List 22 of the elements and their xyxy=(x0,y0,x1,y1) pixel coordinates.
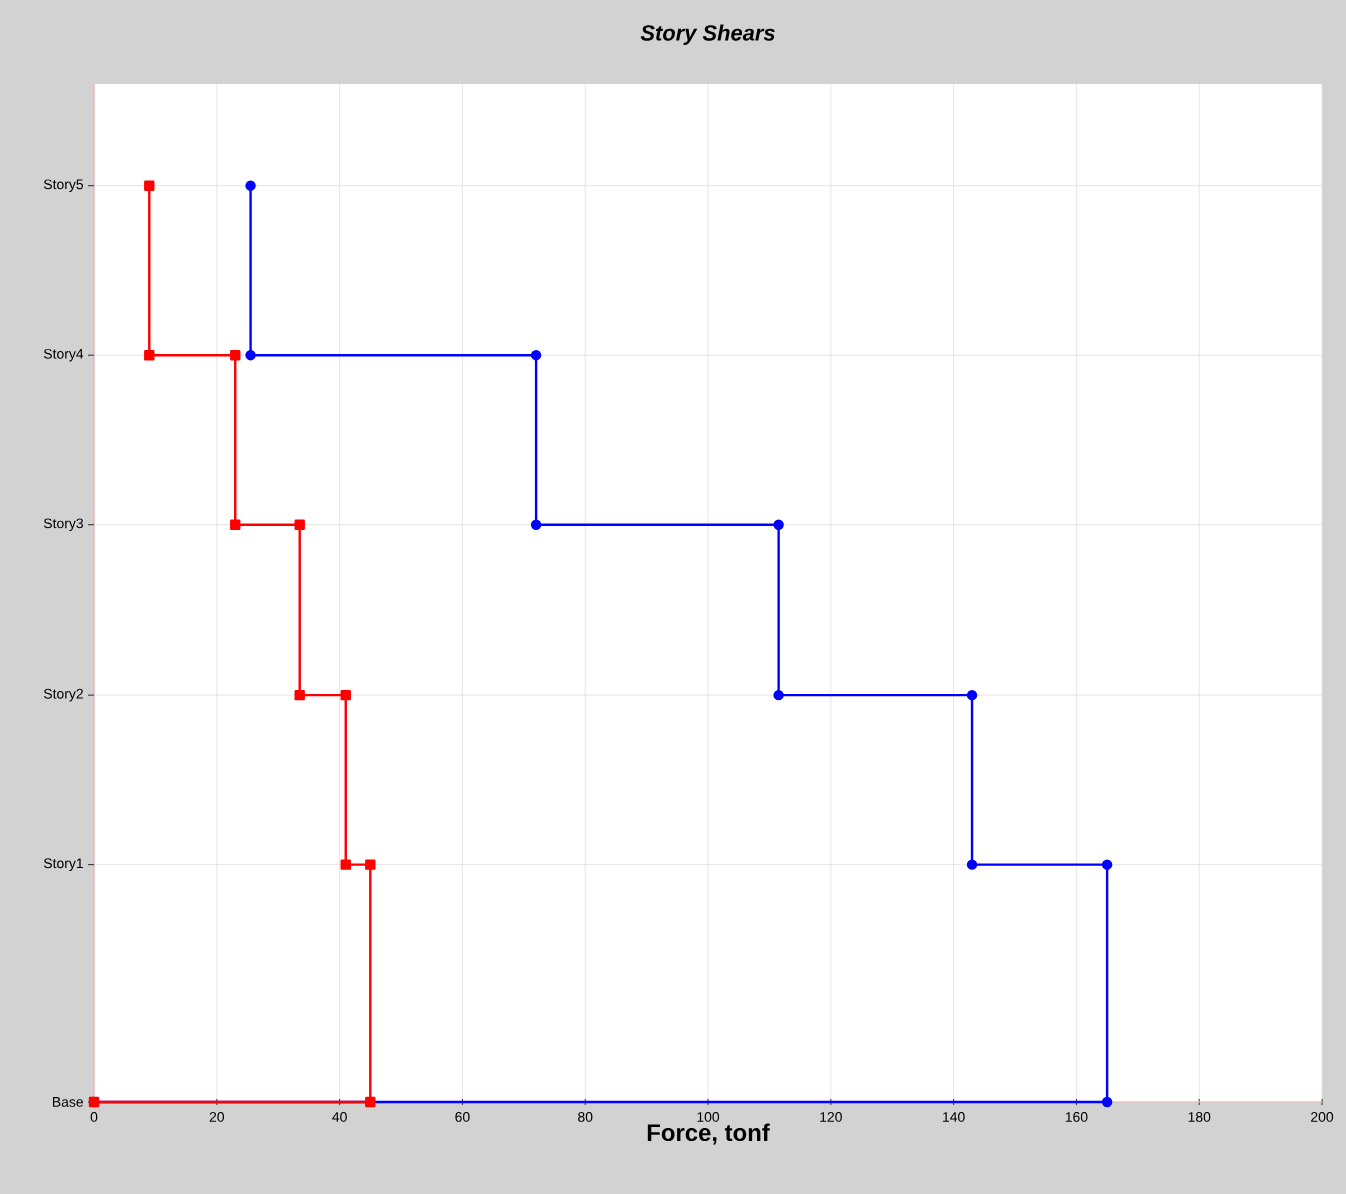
point xyxy=(966,689,978,701)
point xyxy=(530,519,542,530)
point xyxy=(144,349,155,361)
point xyxy=(773,519,784,530)
point xyxy=(1101,1096,1113,1108)
point xyxy=(365,1096,376,1108)
point xyxy=(340,689,351,701)
point xyxy=(530,349,542,361)
point xyxy=(365,859,376,870)
point xyxy=(230,519,241,530)
x-axis-title: Force, tonf xyxy=(647,1123,770,1145)
point xyxy=(144,180,155,191)
point xyxy=(966,859,978,870)
point xyxy=(294,519,305,530)
point xyxy=(245,180,256,191)
point xyxy=(1101,859,1113,870)
point xyxy=(294,689,305,701)
point xyxy=(340,859,351,870)
point xyxy=(230,349,241,361)
point xyxy=(773,689,784,701)
point xyxy=(245,349,256,361)
chart-title: Story Shears xyxy=(640,24,775,45)
